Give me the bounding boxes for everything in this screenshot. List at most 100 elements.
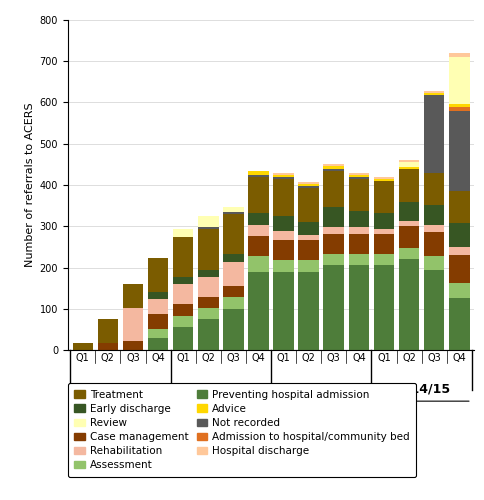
Bar	[73, 342, 93, 350]
Bar	[123, 308, 143, 341]
Bar	[449, 54, 469, 56]
Bar	[374, 234, 394, 254]
Bar	[173, 304, 194, 316]
Bar	[148, 330, 168, 338]
Bar	[323, 168, 344, 170]
Bar	[424, 205, 444, 225]
Bar	[223, 286, 243, 297]
Bar	[374, 177, 394, 179]
Bar	[323, 166, 344, 168]
Bar	[273, 216, 294, 231]
Bar	[449, 283, 469, 298]
Bar	[198, 277, 219, 297]
Bar	[299, 222, 319, 235]
Bar	[348, 254, 369, 266]
Bar	[449, 191, 469, 224]
Bar	[148, 292, 168, 300]
Bar	[374, 254, 394, 266]
Bar	[273, 272, 294, 350]
Bar	[173, 328, 194, 350]
Bar	[323, 170, 344, 207]
Bar	[299, 260, 319, 272]
Bar	[374, 266, 394, 350]
Bar	[173, 316, 194, 328]
Bar	[173, 236, 194, 277]
Bar	[223, 207, 243, 212]
Bar	[449, 254, 469, 283]
Bar	[248, 174, 269, 177]
Bar	[449, 108, 469, 111]
Bar	[198, 297, 219, 308]
Bar	[198, 270, 219, 277]
Bar	[223, 214, 243, 254]
Bar	[299, 272, 319, 350]
Bar	[223, 297, 243, 308]
Bar	[424, 94, 444, 173]
Bar	[399, 248, 419, 259]
Bar	[248, 176, 269, 213]
Bar	[424, 90, 444, 92]
Bar	[399, 162, 419, 168]
Bar	[348, 211, 369, 226]
Bar	[348, 226, 369, 234]
Bar	[273, 260, 294, 272]
Bar	[273, 240, 294, 260]
Bar	[273, 175, 294, 177]
Bar	[348, 179, 369, 211]
Bar	[323, 207, 344, 227]
Legend: Treatment, Early discharge, Review, Case management, Rehabilitation, Assessment,: Treatment, Early discharge, Review, Case…	[68, 384, 416, 476]
Bar	[449, 298, 469, 350]
Bar	[248, 172, 269, 174]
Bar	[273, 231, 294, 240]
Bar	[173, 284, 194, 304]
Bar	[449, 248, 469, 254]
Bar	[399, 259, 419, 350]
Bar	[374, 214, 394, 229]
Bar	[148, 338, 168, 350]
Bar	[273, 173, 294, 175]
Bar	[449, 104, 469, 108]
Bar	[424, 173, 444, 205]
Bar	[173, 229, 194, 236]
Bar	[374, 229, 394, 234]
Bar	[198, 227, 219, 229]
Bar	[98, 318, 118, 342]
Bar	[399, 168, 419, 170]
Bar	[98, 342, 118, 350]
Bar	[399, 226, 419, 248]
Bar	[399, 202, 419, 222]
Bar	[198, 308, 219, 319]
Bar	[424, 232, 444, 256]
Bar	[148, 314, 168, 330]
Text: 2012/13: 2012/13	[192, 383, 249, 396]
Bar	[449, 56, 469, 104]
Bar	[399, 170, 419, 202]
Bar	[248, 213, 269, 224]
Bar	[123, 341, 143, 350]
Y-axis label: Number of referrals to ACERS: Number of referrals to ACERS	[25, 102, 35, 268]
Bar	[299, 182, 319, 184]
Bar	[323, 226, 344, 234]
Bar	[173, 277, 194, 284]
Bar	[348, 266, 369, 350]
Bar	[223, 308, 243, 350]
Bar	[323, 234, 344, 254]
Bar	[223, 262, 243, 285]
Bar	[399, 222, 419, 226]
Bar	[148, 258, 168, 292]
Bar	[299, 236, 319, 240]
Bar	[323, 164, 344, 166]
Bar	[348, 174, 369, 177]
Bar	[424, 256, 444, 270]
Bar	[348, 234, 369, 254]
Bar	[449, 224, 469, 248]
Bar	[299, 186, 319, 188]
Bar	[198, 229, 219, 270]
Bar	[223, 254, 243, 262]
Bar	[148, 300, 168, 314]
Bar	[223, 212, 243, 214]
Text: 2013/14: 2013/14	[293, 383, 350, 396]
Bar	[248, 272, 269, 350]
Bar	[348, 177, 369, 179]
Bar	[374, 179, 394, 182]
